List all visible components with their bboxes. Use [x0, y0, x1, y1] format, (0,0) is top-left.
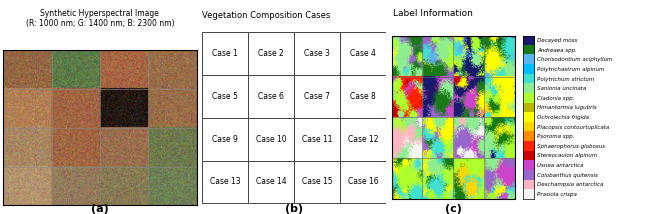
Text: Label Information: Label Information: [393, 9, 473, 18]
Text: Case 15: Case 15: [302, 177, 333, 186]
Bar: [294, 75, 341, 118]
Text: Decayed moss: Decayed moss: [537, 38, 578, 43]
Text: Case 7: Case 7: [304, 92, 330, 101]
Text: Case 8: Case 8: [350, 92, 376, 101]
Text: Cladonia spp.: Cladonia spp.: [537, 96, 574, 101]
Text: Case 9: Case 9: [212, 135, 238, 144]
Bar: [248, 118, 294, 160]
Text: Colobanthus quitensis: Colobanthus quitensis: [537, 172, 598, 178]
Bar: [202, 160, 248, 203]
Text: Case 13: Case 13: [210, 177, 240, 186]
Bar: [341, 75, 386, 118]
Text: (b): (b): [285, 204, 303, 214]
Bar: [341, 160, 386, 203]
Text: Polytrichum strictum: Polytrichum strictum: [537, 77, 594, 82]
Text: Case 5: Case 5: [212, 92, 238, 101]
Bar: [294, 118, 341, 160]
Text: Polytrichastrum alpinum: Polytrichastrum alpinum: [537, 67, 605, 72]
Text: Case 12: Case 12: [348, 135, 379, 144]
Text: Stereocaulon alpinum: Stereocaulon alpinum: [537, 153, 597, 158]
Text: Case 6: Case 6: [258, 92, 284, 101]
Text: Synthetic Hyperspectral Image
(R: 1000 nm; G: 1400 nm; B: 2300 nm): Synthetic Hyperspectral Image (R: 1000 n…: [26, 9, 174, 28]
Text: Andreaea spp.: Andreaea spp.: [537, 48, 577, 53]
Text: Prasiola crispa: Prasiola crispa: [537, 192, 577, 197]
Bar: [341, 118, 386, 160]
Bar: [202, 75, 248, 118]
Bar: [248, 160, 294, 203]
Bar: [294, 32, 341, 75]
Text: Vegetation Composition Cases: Vegetation Composition Cases: [202, 11, 330, 20]
Text: Case 14: Case 14: [255, 177, 286, 186]
Text: Usnea antarctica: Usnea antarctica: [537, 163, 584, 168]
Text: Psoroma spp.: Psoroma spp.: [537, 134, 574, 139]
Bar: [202, 32, 248, 75]
Text: Ochrolechia frigida: Ochrolechia frigida: [537, 115, 589, 120]
Bar: [248, 75, 294, 118]
Text: Chorisodontium aciphyllum: Chorisodontium aciphyllum: [537, 57, 612, 62]
Text: Placopsis contourtuplicata: Placopsis contourtuplicata: [537, 125, 609, 129]
Text: Deschampsia antarctica: Deschampsia antarctica: [537, 182, 603, 187]
Bar: [294, 160, 341, 203]
Text: (c): (c): [445, 204, 462, 214]
Bar: [248, 32, 294, 75]
Bar: [202, 118, 248, 160]
Text: Case 4: Case 4: [350, 49, 377, 58]
Text: Sanionia uncinata: Sanionia uncinata: [537, 86, 586, 91]
Text: Case 11: Case 11: [302, 135, 333, 144]
Text: Sphaerophorus globosus: Sphaerophorus globosus: [537, 144, 605, 149]
Text: Case 2: Case 2: [258, 49, 284, 58]
Text: Case 16: Case 16: [348, 177, 379, 186]
Text: Case 10: Case 10: [255, 135, 286, 144]
Text: (a): (a): [91, 204, 109, 214]
Text: Himantormia lugubris: Himantormia lugubris: [537, 105, 597, 110]
Text: Case 3: Case 3: [304, 49, 330, 58]
Bar: [341, 32, 386, 75]
Text: Case 1: Case 1: [212, 49, 238, 58]
